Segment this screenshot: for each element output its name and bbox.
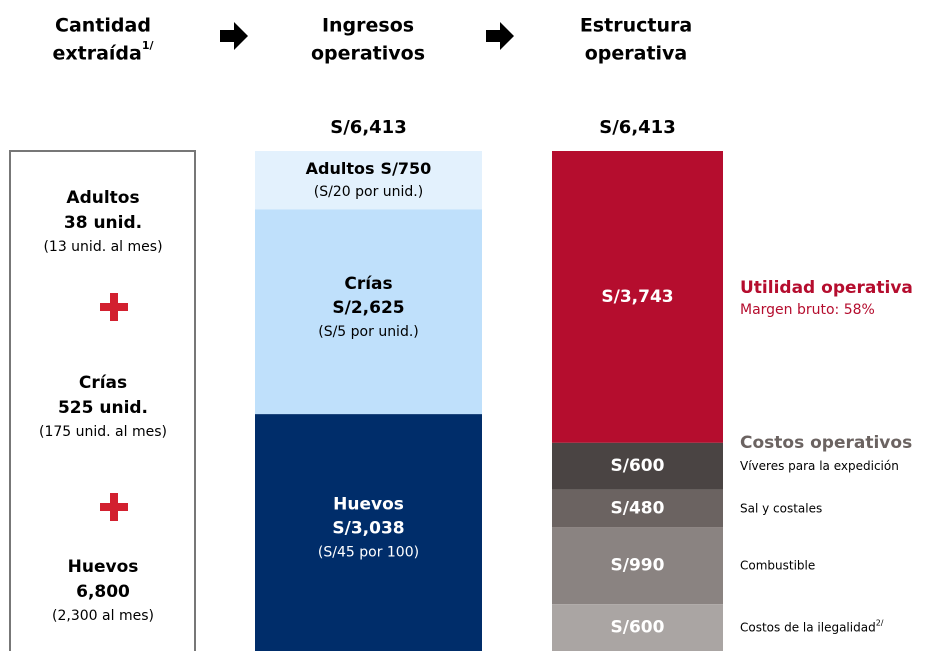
plus-icon <box>100 493 128 521</box>
profit-subtitle: Margen bruto: 58% <box>740 302 875 318</box>
segment-description: Combustible <box>740 558 815 572</box>
arrow <box>486 22 514 50</box>
segment-value: S/2,625 <box>332 298 404 318</box>
segment-note: (S/5 por unid.) <box>318 324 419 340</box>
item-amount: 6,800 <box>76 582 130 602</box>
arrow <box>220 22 248 50</box>
column-title: Cantidad <box>55 15 151 37</box>
total-label: S/6,413 <box>330 117 406 138</box>
bar-segment <box>255 209 482 415</box>
segment-note: (S/45 por 100) <box>318 545 419 561</box>
segment-note: (S/20 por unid.) <box>314 184 423 200</box>
superscript: 2/ <box>876 618 884 627</box>
item-name: Huevos <box>68 557 139 577</box>
segment-value: S/990 <box>611 556 665 576</box>
bar-segment <box>552 527 723 605</box>
description: Víveres para la expedición <box>740 459 899 473</box>
segment-name: Crías <box>344 274 392 294</box>
item-monthly: (13 unid. al mes) <box>43 239 162 255</box>
segment-name: Adultos <box>306 159 375 178</box>
superscript: 1/ <box>142 39 155 52</box>
segment-name: Huevos <box>333 495 404 515</box>
quantity-box <box>9 150 196 651</box>
costs-title: Costos operativos <box>740 433 912 453</box>
description: Costos de la ilegalidad <box>740 620 876 634</box>
item-monthly: (2,300 al mes) <box>52 608 154 624</box>
segment-value: S/480 <box>611 498 665 518</box>
segment-value: S/600 <box>611 456 665 476</box>
segment-description: Víveres para la expedición <box>740 459 899 473</box>
bar-segment <box>552 489 723 528</box>
item-amount: 525 unid. <box>58 398 148 418</box>
item-amount: 38 unid. <box>64 213 142 233</box>
profit-title: Utilidad operativa <box>740 278 913 298</box>
item-name: Adultos <box>66 188 139 208</box>
bar-segment <box>552 604 723 651</box>
bar-segment <box>552 151 723 443</box>
plus-icon <box>100 293 128 321</box>
description: Sal y costales <box>740 501 822 515</box>
segment-description: Sal y costales <box>740 501 822 515</box>
segment-description: Costos de la ilegalidad2/ <box>740 618 884 634</box>
segment-value: S/3,038 <box>332 519 404 539</box>
bar-segment <box>255 151 482 210</box>
segment-value: S/3,743 <box>601 287 673 307</box>
column-title: Estructura <box>580 15 692 37</box>
item-monthly: (175 unid. al mes) <box>39 424 167 440</box>
column-title: operativos <box>311 43 425 65</box>
bar-segment <box>255 414 482 651</box>
segment-value: S/600 <box>611 618 665 638</box>
item-name: Crías <box>79 373 127 393</box>
total-label: S/6,413 <box>599 117 675 138</box>
column-title: Ingresos <box>322 15 414 37</box>
column-title: operativa <box>585 43 688 65</box>
segment-value: S/750 <box>381 159 432 178</box>
column-title: extraída1/ <box>52 39 154 65</box>
description: Combustible <box>740 558 815 572</box>
segment-title: Adultos S/750 <box>306 159 432 178</box>
bar-segment <box>552 442 723 490</box>
